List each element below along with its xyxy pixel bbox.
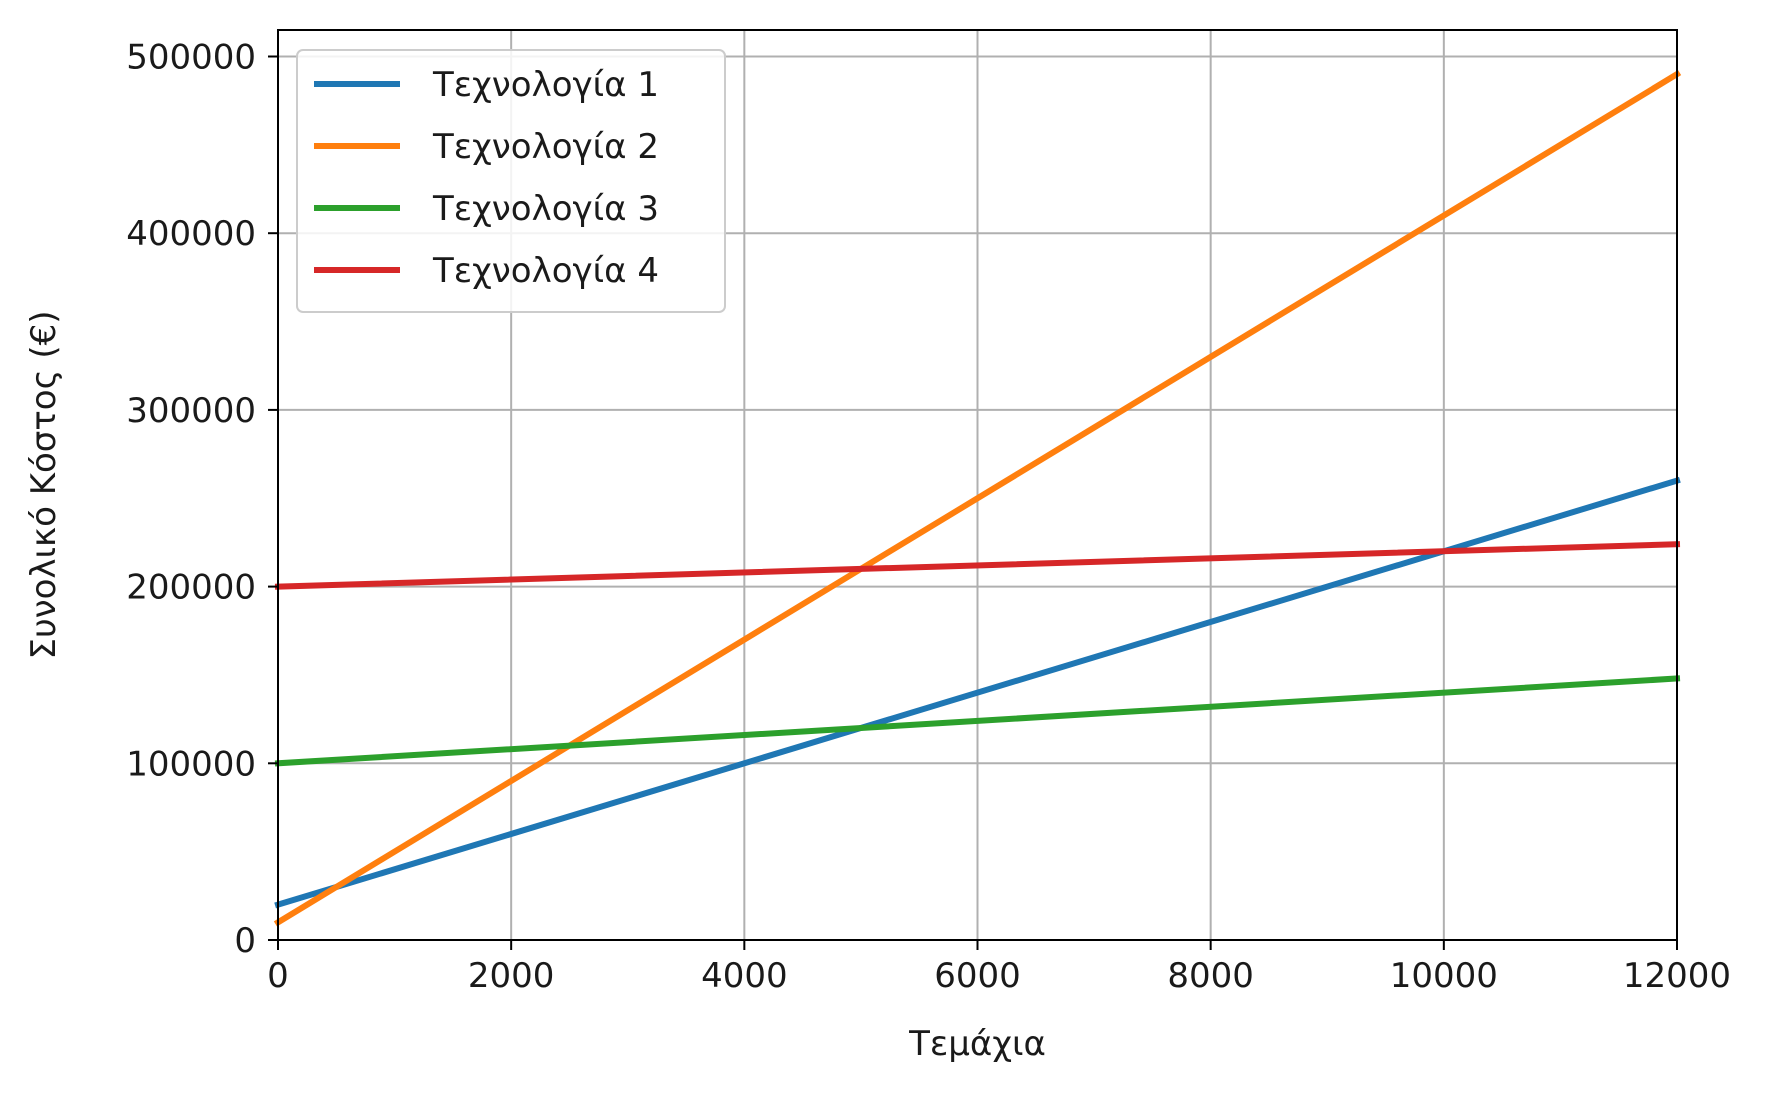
y-tick-label: 400000 bbox=[126, 214, 256, 254]
x-axis-label: Τεμάχια bbox=[908, 1024, 1046, 1064]
x-tick-label: 10000 bbox=[1390, 956, 1498, 996]
y-tick-label: 500000 bbox=[126, 38, 256, 78]
x-tick-label: 2000 bbox=[468, 956, 555, 996]
x-tick-label: 0 bbox=[267, 956, 289, 996]
x-axis-ticks: 0 2000 4000 6000 8000 10000 12000 bbox=[267, 940, 1731, 996]
series-line-2 bbox=[273, 70, 1682, 927]
y-tick-label: 100000 bbox=[126, 744, 256, 784]
x-tick-label: 6000 bbox=[934, 956, 1021, 996]
legend-box bbox=[296, 49, 726, 313]
legend-label-3: Τεχνολογία 3 bbox=[432, 189, 659, 229]
y-tick-label: 200000 bbox=[126, 568, 256, 608]
x-tick-label: 4000 bbox=[701, 956, 788, 996]
x-tick-label: 8000 bbox=[1167, 956, 1254, 996]
legend-label-1: Τεχνολογία 1 bbox=[432, 65, 659, 105]
series-lines bbox=[273, 70, 1682, 927]
y-axis-label: Συνολικό Κόστος (€) bbox=[24, 310, 64, 659]
legend: Τεχνολογία 1 Τεχνολογία 2 Τεχνολογία 3 Τεχν… bbox=[296, 49, 726, 313]
legend-label-2: Τεχνολογία 2 bbox=[432, 127, 659, 167]
y-tick-label: 300000 bbox=[126, 391, 256, 431]
y-tick-label: 0 bbox=[234, 921, 256, 961]
series-line-3 bbox=[274, 675, 1681, 767]
legend-label-4: Τεχνολογία 4 bbox=[432, 251, 659, 291]
series-line-4 bbox=[274, 541, 1681, 590]
x-tick-label: 12000 bbox=[1623, 956, 1731, 996]
y-axis-ticks: 0 100000 200000 300000 400000 500000 bbox=[126, 38, 278, 961]
